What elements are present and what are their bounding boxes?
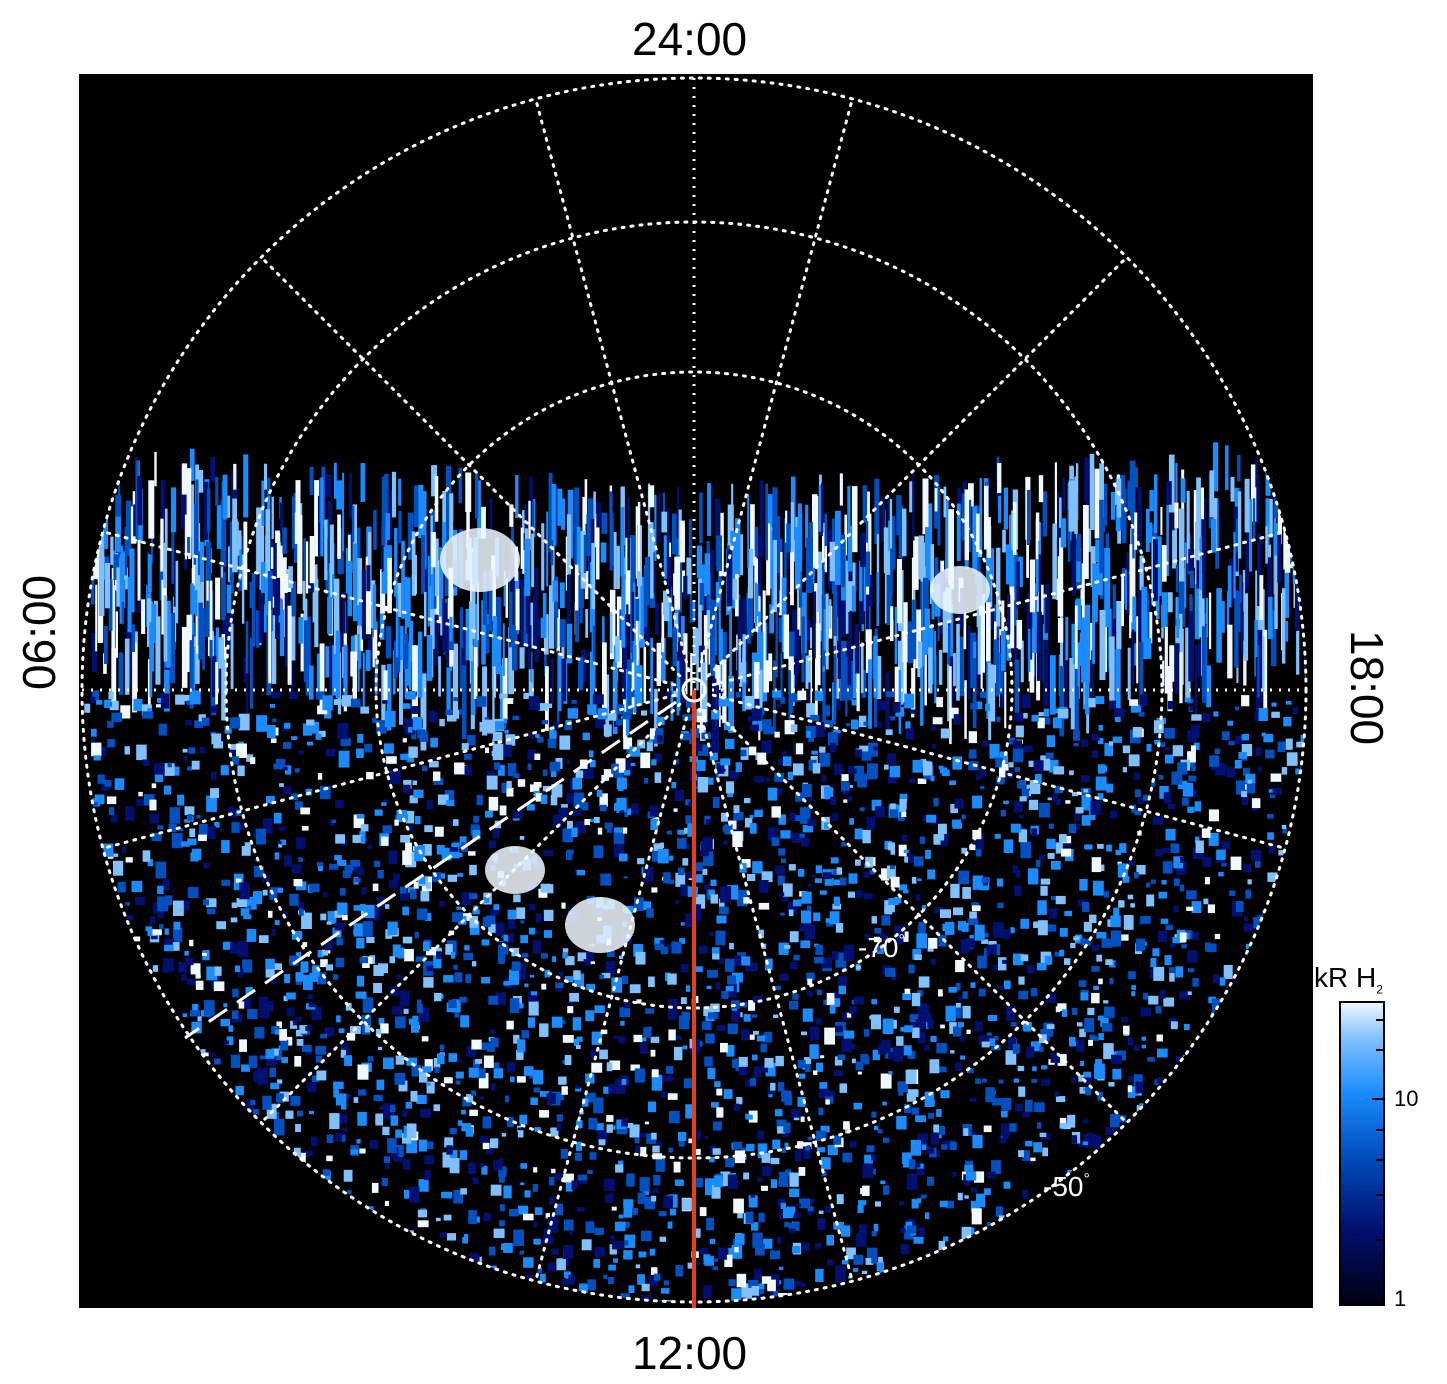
latitude-circle <box>80 76 1308 1304</box>
colorbar-title: kR H2 <box>1314 962 1383 997</box>
longitude-spoke <box>534 97 691 673</box>
pole-marker <box>681 677 707 703</box>
longitude-spoke <box>711 693 1287 850</box>
local-time-midnight-label: 24:00 <box>632 13 748 65</box>
local-time-noon-label: 12:00 <box>632 1327 748 1379</box>
colorbar <box>1339 1001 1385 1306</box>
longitude-spoke <box>706 702 1129 1125</box>
colorbar-tick-10: 10 <box>1394 1086 1419 1111</box>
local-time-dawn-label: 06:00 <box>13 574 65 690</box>
latitude-label-70: -70° <box>858 932 905 963</box>
longitude-spoke <box>697 707 854 1283</box>
colorbar-tick-1: 1 <box>1394 1286 1407 1311</box>
longitude-spoke <box>259 255 682 678</box>
latitude-circle <box>374 370 1014 1010</box>
local-time-dusk-label: 18:00 <box>1341 630 1393 746</box>
longitude-spoke <box>534 707 691 1283</box>
colorbar-ticks <box>1372 1019 1384 1241</box>
longitude-spoke <box>101 530 677 687</box>
longitude-spoke <box>259 702 682 1125</box>
longitude-spoke <box>711 530 1287 687</box>
longitude-spokes <box>101 97 1287 1283</box>
latitude-label-50: -50° <box>1043 1171 1090 1202</box>
dashed-boundary-line <box>184 700 677 1040</box>
longitude-spoke <box>697 97 854 673</box>
longitude-spoke <box>706 255 1129 678</box>
longitude-spoke <box>101 693 677 850</box>
